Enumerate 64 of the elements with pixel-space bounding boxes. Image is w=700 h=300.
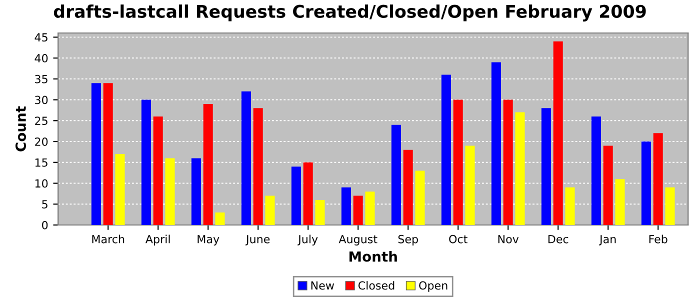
bar — [191, 158, 201, 225]
bar — [565, 187, 575, 225]
bar — [303, 162, 313, 225]
bar — [215, 212, 225, 225]
y-tick-label: 40 — [34, 54, 48, 62]
y-tick-label: 30 — [35, 96, 48, 104]
x-tick-label: Feb — [649, 234, 668, 244]
x-tick-label: July — [298, 234, 318, 246]
bar — [103, 83, 113, 225]
y-tick-label: 45 — [34, 33, 48, 42]
bar — [203, 104, 213, 225]
bar — [553, 41, 563, 225]
y-tick-label: 10 — [35, 179, 48, 188]
bar — [153, 116, 163, 225]
bar — [165, 158, 175, 225]
bar — [265, 196, 275, 225]
bar — [291, 166, 301, 225]
bar — [453, 100, 463, 225]
bar — [315, 200, 325, 225]
bar — [115, 154, 125, 225]
bar — [91, 83, 101, 225]
bar — [591, 116, 601, 225]
x-tick-label: Jan — [598, 235, 616, 246]
bar — [353, 196, 363, 225]
bar — [541, 108, 551, 225]
x-tick-label: March — [92, 234, 124, 244]
bar — [253, 108, 263, 225]
legend-label: Closed — [358, 281, 394, 290]
y-tick-label: 0 — [42, 220, 48, 230]
bar — [241, 91, 251, 225]
bar — [615, 179, 625, 225]
x-tick-label: April — [145, 234, 170, 246]
y-tick-label: 35 — [35, 74, 48, 84]
x-tick-label: June — [245, 235, 270, 246]
bar — [665, 187, 675, 225]
x-tick-label: Nov — [498, 235, 519, 244]
y-axis-title: Count — [15, 106, 26, 152]
legend-label: Open — [419, 281, 448, 292]
bar — [653, 133, 663, 225]
y-tick-label: 20 — [35, 137, 48, 146]
bar — [403, 150, 413, 225]
bar — [441, 74, 451, 225]
bar — [141, 100, 151, 225]
bar — [341, 187, 351, 225]
x-tick-label: Dec — [548, 235, 568, 244]
x-tick-label: Sep — [398, 234, 418, 246]
bar — [391, 124, 401, 225]
bar — [415, 170, 425, 225]
x-tick-label: August — [338, 235, 378, 246]
bar — [603, 146, 613, 225]
legend-label: New — [311, 281, 334, 290]
x-axis-title: Month — [349, 251, 397, 262]
y-tick-label: 25 — [35, 116, 48, 126]
x-tick-label: Oct — [449, 234, 468, 244]
chart-title: drafts-lastcall Requests Created/Closed/Open February 2009 — [54, 4, 646, 22]
bar — [503, 100, 513, 225]
bar — [465, 146, 475, 225]
bar — [365, 192, 375, 225]
y-tick-label: 5 — [42, 200, 48, 209]
y-tick-label: 15 — [35, 158, 48, 167]
x-tick-label: May — [198, 235, 220, 246]
bar — [515, 112, 525, 225]
bar — [491, 62, 501, 225]
bar — [641, 142, 651, 225]
